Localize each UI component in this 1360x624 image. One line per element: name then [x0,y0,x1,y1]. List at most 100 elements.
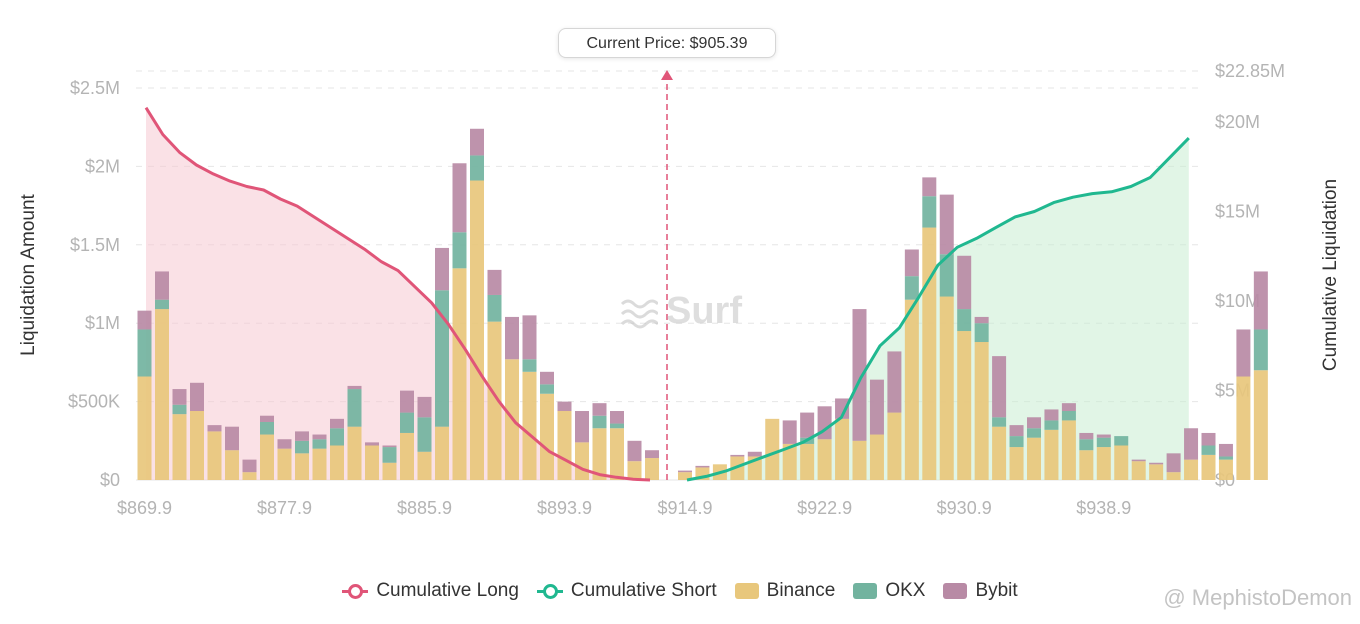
y-tick-label: $2M [85,156,120,176]
y2-tick-label: $22.85M [1215,61,1285,81]
okx-bar-segment [1079,439,1094,451]
legend-item-bybit[interactable]: Bybit [943,580,1018,602]
okx-bar-segment [382,447,397,463]
bybit-bar-segment [365,442,379,446]
binance-bar-segment [782,443,797,480]
bybit-bar-segment [678,470,692,473]
binance-bar-segment [800,443,815,480]
legend-item-cumulative-long[interactable]: Cumulative Long [342,580,519,602]
bybit-bar-segment [869,379,884,435]
cumulative-long-area [146,107,650,480]
bybit-bar-segment [904,249,919,277]
binance-bar-segment [1079,450,1094,480]
cumulative-long-swatch-icon [342,584,369,599]
bybit-bar-segment [782,420,797,444]
binance-bar-segment [242,472,257,480]
current-price-arrow-icon [661,70,673,80]
binance-bar-segment [1253,370,1268,480]
binance-bar-segment [155,309,169,480]
binance-bar-segment [277,448,292,480]
okx-bar-segment [452,232,467,269]
bybit-swatch-icon [943,583,968,599]
binance-bar-segment [939,296,954,480]
y-tick-label: $1M [85,313,120,333]
binance-bar-segment [1114,445,1129,480]
y-tick-label: $500K [68,392,120,412]
bybit-bar-segment [435,247,449,291]
legend-label-bybit: Bybit [975,580,1018,601]
okx-bar-segment [312,439,327,449]
bybit-bar-segment [1131,459,1146,462]
okx-bar-segment [1201,445,1216,455]
bybit-bar-segment [172,389,187,405]
binance-bar-segment [1009,447,1024,480]
binance-bar-segment [312,448,327,480]
okx-bar-segment [522,359,537,372]
bybit-bar-segment [992,356,1007,418]
binance-bar-segment [207,431,222,480]
binance-swatch-icon [734,583,759,599]
binance-bar-segment [645,458,659,480]
bybit-bar-segment [957,255,972,310]
binance-bar-segment [347,426,362,480]
binance-bar-segment [260,434,274,480]
bybit-bar-segment [487,269,502,295]
binance-bar-segment [835,418,850,480]
x-tick-label: $893.9 [537,498,592,518]
bybit-bar-segment [382,445,397,448]
bybit-bar-segment [190,382,204,412]
bybit-bar-segment [1253,271,1268,330]
bybit-bar-segment [225,426,239,451]
bybit-bar-segment [800,412,815,438]
y2-axis-title: Cumulative Liquidation [1320,179,1341,371]
cumulative-short-swatch-icon [536,584,563,599]
okx-bar-segment [155,299,169,310]
okx-bar-segment [400,412,414,433]
legend-item-cumulative-short[interactable]: Cumulative Short [536,580,717,602]
binance-bar-segment [1149,464,1164,480]
binance-bar-segment [852,440,867,480]
okx-bar-segment [1061,411,1076,421]
bybit-bar-segment [1061,403,1076,412]
bybit-bar-segment [505,316,519,360]
okx-bar-segment [904,276,919,300]
binance-bar-segment [487,321,502,480]
bybit-bar-segment [207,425,222,432]
x-tick-label: $885.9 [397,498,452,518]
legend: Cumulative Long Cumulative Short Binance… [0,576,1360,606]
cumulative-short-area [687,138,1189,480]
legend-item-okx[interactable]: OKX [853,580,925,602]
x-tick-label: $930.9 [937,498,992,518]
bybit-bar-segment [1166,453,1181,473]
bybit-bar-segment [330,418,344,429]
y-tick-label: $1.5M [70,235,120,255]
bybit-bar-segment [522,315,537,360]
okx-bar-segment [1044,420,1059,430]
y2-tick-label: $15M [1215,202,1260,222]
binance-bar-segment [817,439,832,480]
legend-item-binance[interactable]: Binance [734,580,835,602]
okx-bar-segment [330,428,344,446]
binance-bar-segment [435,426,449,480]
bybit-bar-segment [939,194,954,255]
bybit-bar-segment [1096,434,1111,438]
binance-bar-segment [1236,376,1251,480]
okx-bar-segment [1096,437,1111,448]
okx-bar-segment [1218,456,1233,460]
cumulative-short-line [686,137,1190,482]
binance-bar-segment [190,411,204,480]
binance-bar-segment [382,462,397,480]
bybit-bar-segment [1218,443,1233,457]
binance-bar-segment [1027,437,1041,480]
bybit-bar-segment [347,385,362,390]
y-tick-label: $0 [100,470,120,490]
bybit-bar-segment [540,371,554,385]
bybit-bar-segment [627,440,642,462]
binance-bar-segment [592,428,607,480]
binance-bar-segment [295,453,309,480]
okx-bar-segment [540,384,554,394]
bybit-bar-segment [417,396,432,418]
bybit-bar-segment [155,271,169,300]
binance-bar-segment [1131,461,1146,480]
bybit-bar-segment [887,351,902,413]
